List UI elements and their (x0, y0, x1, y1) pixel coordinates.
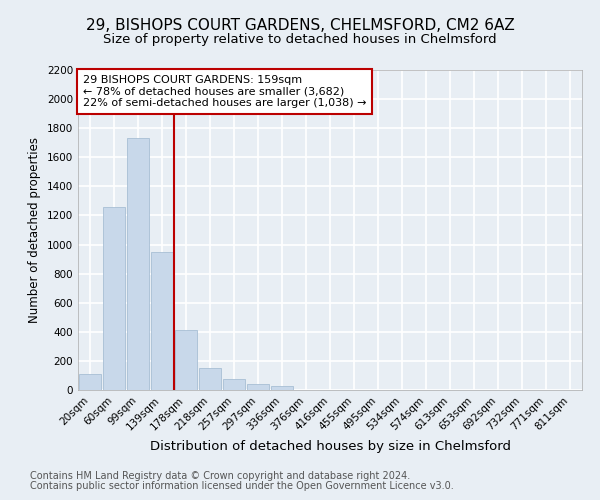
Bar (79, 374, 101, 390)
Bar (127, 138, 149, 390)
Bar (271, 386, 293, 390)
Text: Contains public sector information licensed under the Open Government Licence v3: Contains public sector information licen… (30, 481, 454, 491)
Text: 29, BISHOPS COURT GARDENS, CHELMSFORD, CM2 6AZ: 29, BISHOPS COURT GARDENS, CHELMSFORD, C… (86, 18, 514, 32)
Bar (175, 330, 197, 390)
Text: Contains HM Land Registry data © Crown copyright and database right 2024.: Contains HM Land Registry data © Crown c… (30, 471, 410, 481)
Bar (247, 384, 269, 390)
Bar (199, 368, 221, 390)
Bar (103, 206, 125, 390)
Text: Size of property relative to detached houses in Chelmsford: Size of property relative to detached ho… (103, 32, 497, 46)
X-axis label: Distribution of detached houses by size in Chelmsford: Distribution of detached houses by size … (149, 440, 511, 453)
Text: 29 BISHOPS COURT GARDENS: 159sqm
← 78% of detached houses are smaller (3,682)
22: 29 BISHOPS COURT GARDENS: 159sqm ← 78% o… (83, 75, 367, 108)
Bar (151, 252, 173, 390)
Bar (223, 379, 245, 390)
Y-axis label: Number of detached properties: Number of detached properties (28, 137, 41, 323)
